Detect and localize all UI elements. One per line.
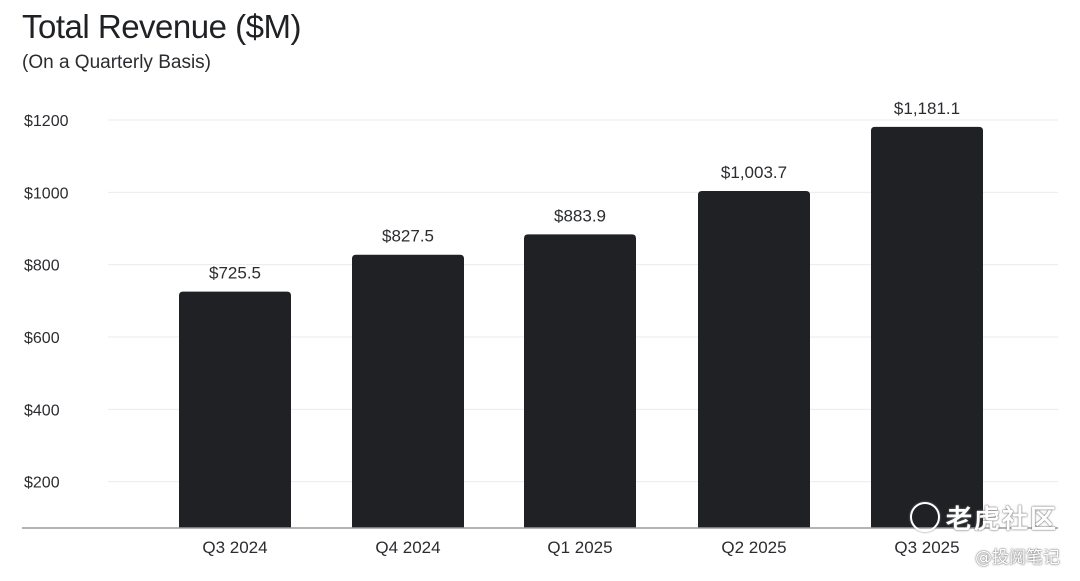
- tiger-logo-icon: [909, 502, 940, 532]
- y-tick-label: $1000: [24, 185, 69, 202]
- x-tick-label: Q3 2024: [202, 538, 267, 557]
- y-tick-label: $200: [24, 475, 60, 492]
- bar: [352, 254, 464, 529]
- x-tick-label: Q3 2025: [894, 538, 959, 557]
- bar-value-label: $1,003.7: [721, 163, 787, 182]
- bar-value-label: $1,181.1: [894, 99, 960, 118]
- chart-subtitle: (On a Quarterly Basis): [22, 52, 211, 73]
- bar: [871, 126, 983, 528]
- watermark-logo: 老虎社区: [909, 499, 1058, 536]
- y-tick-label: $1200: [24, 113, 69, 130]
- y-tick-label: $800: [24, 258, 60, 275]
- chart-title: Total Revenue ($M): [22, 8, 301, 45]
- bar-value-label: $827.5: [382, 227, 434, 246]
- y-tick-label: $400: [24, 402, 60, 419]
- y-tick-label: $600: [24, 330, 60, 347]
- x-tick-label: Q4 2024: [375, 538, 440, 557]
- bar: [524, 234, 636, 529]
- bar-value-label: $725.5: [209, 264, 261, 283]
- bar-value-label: $883.9: [554, 206, 606, 225]
- bar: [698, 190, 810, 528]
- bar: [179, 291, 291, 528]
- watermark-author: @投阅笔记: [975, 548, 1060, 568]
- x-tick-label: Q2 2025: [721, 538, 786, 557]
- watermark-logo-text: 老虎社区: [945, 505, 1058, 535]
- x-tick-label: Q1 2025: [547, 538, 612, 557]
